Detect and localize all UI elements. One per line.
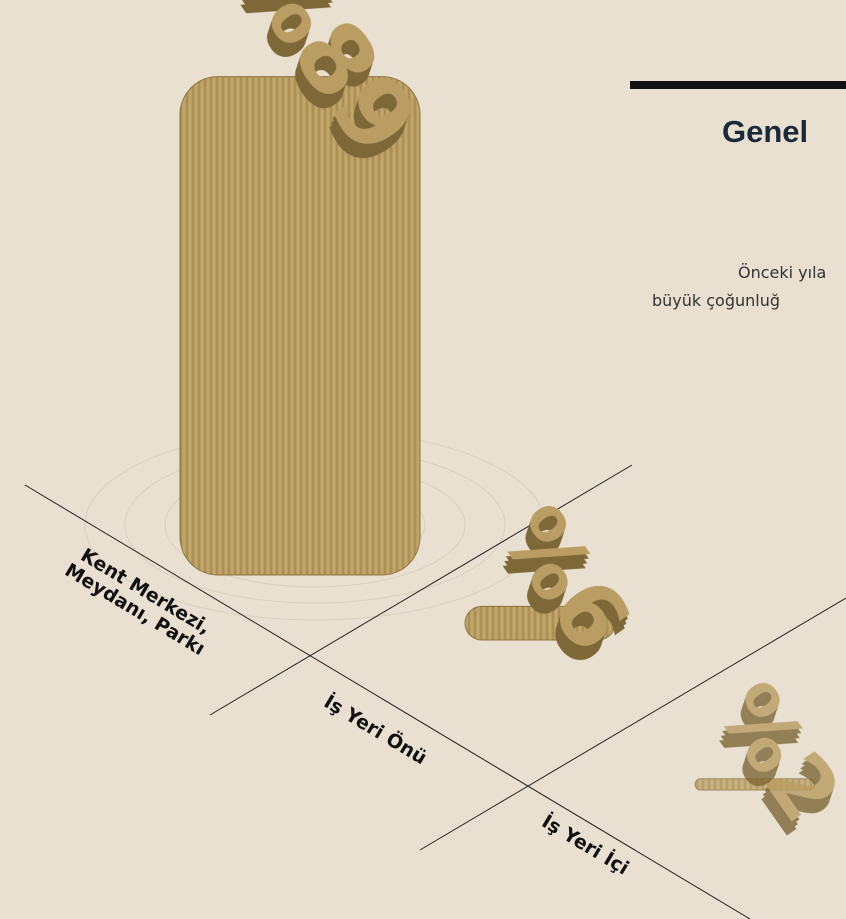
- floor-lines: [24, 464, 846, 919]
- bar: [464, 605, 616, 641]
- bar: [694, 778, 816, 791]
- value-label: %2: [698, 666, 846, 839]
- title-rule: [630, 81, 846, 89]
- subtitle-line: Önceki yıla: [738, 263, 826, 282]
- title: Genel: [722, 114, 808, 149]
- value-label: %6: [480, 488, 650, 669]
- bar: [179, 76, 421, 576]
- subtitle-line: büyük çoğunluğ: [652, 291, 780, 310]
